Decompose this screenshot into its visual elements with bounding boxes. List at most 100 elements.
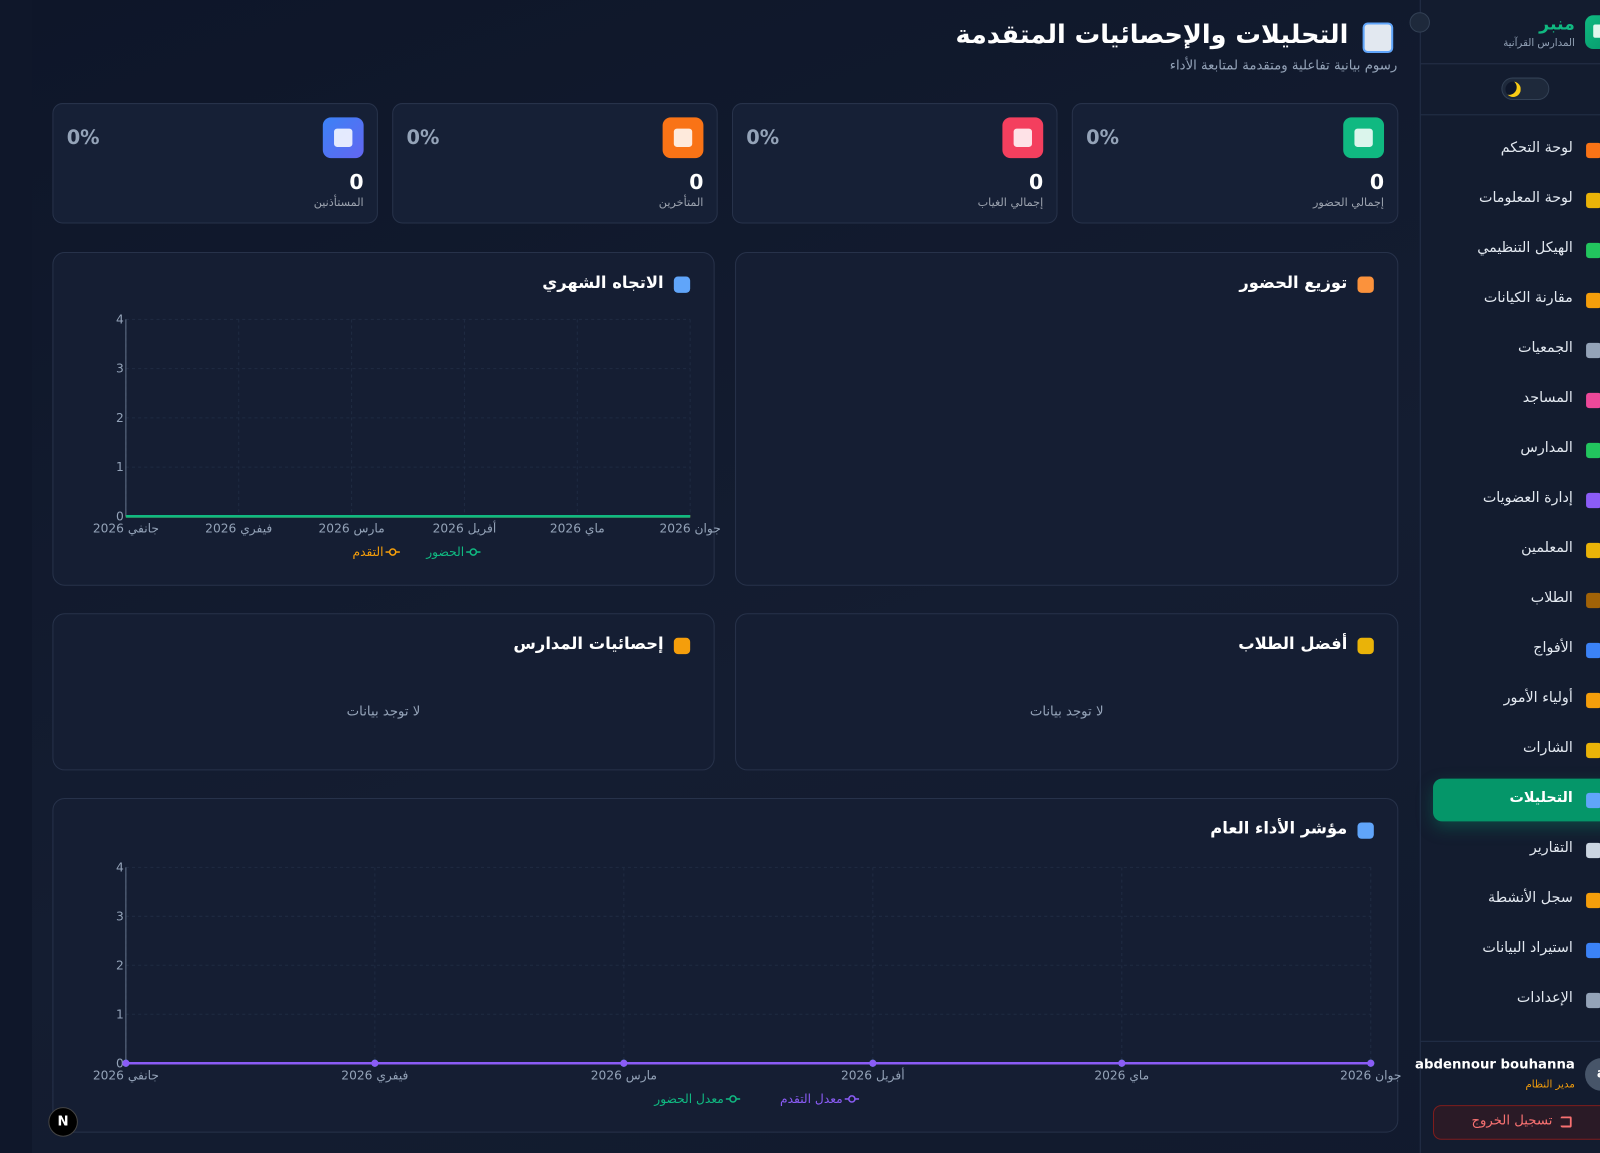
x-tick-label: فيفري 2026 [341, 1069, 408, 1084]
nav-item[interactable]: المساجد [1522, 389, 1573, 407]
nav-icon [1586, 692, 1600, 709]
stat-percent: 0% [66, 126, 100, 149]
y-tick-label: 0 [116, 509, 124, 523]
panel-icon [673, 276, 691, 293]
series-point [1118, 1059, 1126, 1067]
y-tick-label: 2 [116, 958, 124, 972]
brand-icon [1585, 15, 1600, 49]
x-tick-label: مارس 2026 [319, 522, 385, 537]
sidebar [1419, 0, 1600, 1153]
nav-item[interactable]: الشارات [1523, 739, 1573, 757]
nav-item[interactable]: إدارة العضويات [1482, 489, 1573, 507]
nav-icon [1586, 542, 1600, 559]
theme-toggle-knob [1505, 81, 1521, 97]
x-tick-label: جوان 2026 [1340, 1069, 1401, 1084]
user-name: abdennour bouhanna [1415, 1057, 1575, 1073]
empty-state: لا توجد بيانات [1029, 704, 1104, 720]
nav-icon [1586, 892, 1600, 909]
series-point [620, 1059, 628, 1067]
panel-title: إحصائيات المدارس [513, 633, 664, 654]
panel-title: الاتجاه الشهري [542, 272, 664, 292]
y-tick-label: 2 [116, 411, 124, 425]
x-tick-label: جوان 2026 [660, 522, 721, 537]
brand-name: منبر [1539, 14, 1575, 35]
nav-item[interactable]: لوحة المعلومات [1478, 189, 1573, 207]
nav-item[interactable]: المدارس [1520, 439, 1573, 457]
stat-icon-glyph [1013, 128, 1032, 147]
chart-layer: جانفي 2026 فيفري 2026 مارس 2026 أفريل 2026 م… [93, 312, 1402, 1107]
stat-value: 0 [1029, 169, 1044, 194]
nav-icon [1586, 592, 1600, 609]
panel-title: توزيع الحضور [1239, 272, 1348, 292]
nav-icon [1586, 292, 1600, 309]
panel [52, 613, 715, 771]
x-tick-label: ماي 2026 [1094, 1069, 1149, 1083]
stat-label: المستأذنين [313, 195, 364, 210]
stat-icon-glyph [1354, 128, 1373, 147]
nav-item[interactable]: الطلاب [1530, 589, 1573, 607]
legend-label: الحضور [425, 545, 464, 560]
stat-icon-glyph [334, 128, 353, 147]
nav-item[interactable]: استيراد البيانات [1482, 939, 1573, 957]
nav-item[interactable]: مقارنة الكيانات [1483, 289, 1573, 307]
series-point [1367, 1059, 1375, 1067]
stat-card: 0% 0 إجمالي الحضور [1071, 103, 1399, 224]
nav-icon [1586, 992, 1600, 1009]
x-tick-label: أفريل 2026 [841, 1068, 905, 1084]
nav-icon [1586, 642, 1600, 659]
x-tick-label: ماي 2026 [550, 522, 605, 536]
x-tick-label: أفريل 2026 [433, 521, 497, 537]
nav-item[interactable]: سجل الأنشطة [1488, 889, 1573, 907]
stat-label: إجمالي الغياب [977, 195, 1044, 210]
panel-icon [1357, 276, 1374, 293]
nav-icon [1586, 742, 1600, 759]
legend-swatch-dot [729, 1095, 737, 1103]
y-tick-label: 0 [116, 1056, 124, 1070]
header-icon [1362, 22, 1394, 54]
legend-swatch-dot [848, 1095, 856, 1103]
series-point [869, 1059, 877, 1067]
stat-value: 0 [349, 169, 364, 194]
nav-icon [1586, 942, 1600, 959]
legend-swatch-dot [469, 548, 478, 556]
legend-label: التقدم [353, 545, 384, 559]
logout-icon [1560, 1116, 1572, 1128]
panel-icon [1357, 822, 1374, 839]
stat-percent: 0% [746, 126, 780, 149]
stat-value: 0 [689, 169, 704, 194]
divider [1420, 1040, 1600, 1042]
y-tick-label: 1 [116, 1007, 124, 1021]
x-tick-label: مارس 2026 [591, 1069, 657, 1084]
y-tick-label: 4 [116, 312, 124, 326]
stat-icon-glyph [673, 128, 693, 147]
dev-badge[interactable]: N [48, 1107, 78, 1137]
app: منبر المدارس القرآنية لوحة التحكم لوحة المع… [32, 0, 1600, 1153]
nav-item[interactable]: الهيكل التنظيمي [1477, 239, 1573, 257]
legend-swatch-dot [388, 548, 397, 556]
stat-card: 0% 0 إجمالي الغياب [731, 103, 1058, 224]
nav-item[interactable]: الجمعيات [1517, 339, 1573, 357]
collapse-button[interactable] [1409, 12, 1430, 33]
nav-item[interactable]: التقارير [1529, 839, 1573, 857]
nav-icon [1586, 842, 1600, 859]
brand-subtitle: المدارس القرآنية [1503, 37, 1575, 49]
divider [1420, 63, 1600, 65]
nav-icon [1586, 142, 1600, 159]
nav-item[interactable]: الإعدادات [1516, 989, 1573, 1007]
x-tick-label: جانفي 2026 [93, 1069, 159, 1083]
nav-item[interactable]: أولياء الأمور [1503, 689, 1573, 707]
stat-value: 0 [1369, 169, 1385, 194]
nav-item[interactable]: المعلمين [1521, 539, 1573, 557]
user-role: مدير النظام [1525, 1079, 1575, 1091]
brand-icon-glyph [1593, 24, 1600, 38]
y-tick-label: 3 [116, 362, 124, 376]
user-avatar: a [1585, 1058, 1600, 1091]
nav-item[interactable]: التحليلات [1509, 789, 1573, 807]
logout-button[interactable] [1433, 1105, 1600, 1140]
y-tick-label: 3 [116, 909, 124, 923]
series-point [122, 1059, 130, 1067]
nav-item[interactable]: الأفواج [1533, 639, 1573, 657]
nav-item[interactable]: لوحة التحكم [1500, 139, 1573, 157]
